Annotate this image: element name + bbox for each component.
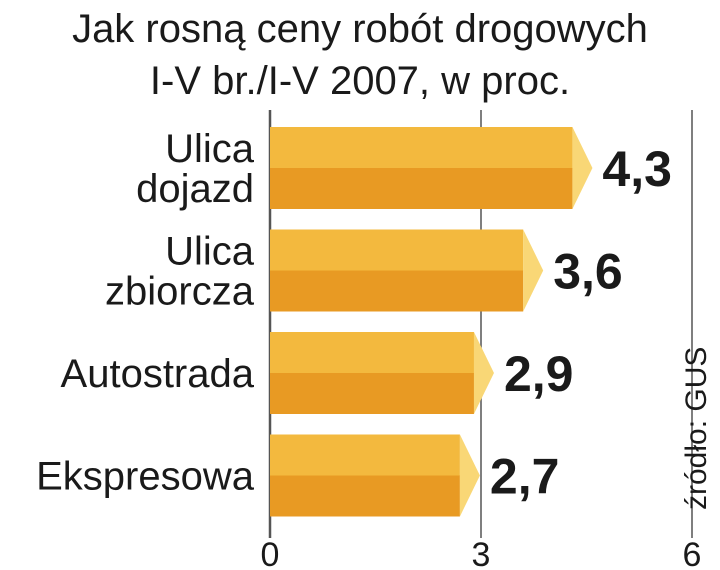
chart-subtitle: I-V br./I-V 2007, w proc. bbox=[150, 59, 570, 103]
bar-shade bbox=[270, 373, 474, 414]
bar-tip bbox=[473, 332, 494, 414]
bar-group bbox=[270, 229, 544, 312]
bar-shade bbox=[270, 270, 524, 312]
bar-tip bbox=[459, 434, 480, 517]
bar-shade bbox=[270, 168, 573, 209]
bar bbox=[270, 127, 573, 169]
bars bbox=[270, 127, 593, 517]
x-axis-ticks: 0 3 6 bbox=[261, 536, 702, 570]
category-labels: 4,3Ulicadojazd3,6Ulicazbiorcza2,9Autostr… bbox=[36, 127, 672, 505]
value-label: 2,7 bbox=[490, 449, 560, 505]
category-label: dojazd bbox=[136, 167, 254, 211]
chart-title: Jak rosną ceny robót drogowych bbox=[72, 7, 648, 51]
bar-group bbox=[270, 127, 593, 209]
x-tick-label: 0 bbox=[261, 536, 280, 570]
category-label: Autostrada bbox=[61, 352, 255, 396]
bar bbox=[270, 229, 524, 271]
bar-tip bbox=[523, 229, 544, 312]
value-label: 4,3 bbox=[602, 141, 672, 197]
category-label: Ulica bbox=[165, 230, 255, 274]
bar-tip bbox=[572, 127, 593, 209]
bar-group bbox=[270, 434, 480, 517]
category-label: Ulica bbox=[165, 127, 255, 171]
x-tick-label: 6 bbox=[683, 536, 702, 570]
source-label: źródło: GUS bbox=[680, 347, 713, 510]
value-label: 2,9 bbox=[504, 346, 574, 402]
category-label: zbiorcza bbox=[105, 270, 255, 314]
value-label: 3,6 bbox=[553, 244, 623, 300]
bar bbox=[270, 434, 460, 476]
bar-shade bbox=[270, 475, 460, 517]
bar-group bbox=[270, 332, 494, 414]
bar bbox=[270, 332, 474, 374]
x-tick-label: 3 bbox=[472, 536, 491, 570]
category-label: Ekspresowa bbox=[36, 455, 255, 499]
